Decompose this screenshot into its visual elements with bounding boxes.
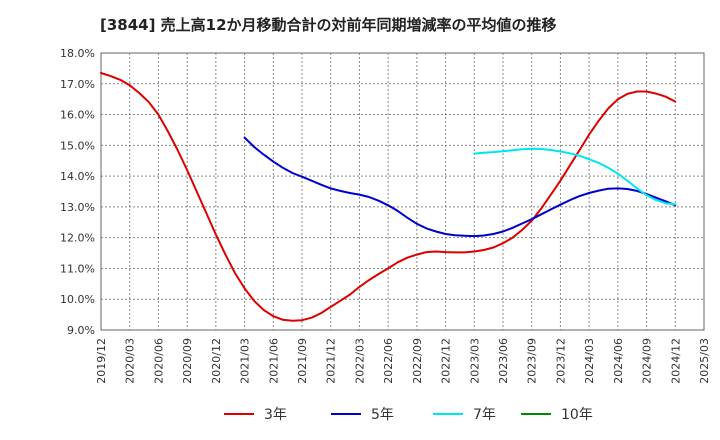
series-line-3 bbox=[473, 147, 677, 206]
x-tick-label: 2021/12 bbox=[325, 338, 338, 384]
x-tick-label: 2022/12 bbox=[440, 338, 453, 384]
series-line-1 bbox=[100, 72, 677, 322]
legend-label: 7年 bbox=[473, 407, 496, 423]
x-tick-label: 2023/03 bbox=[468, 338, 481, 384]
plot-area bbox=[101, 53, 704, 330]
plot-frame bbox=[100, 52, 705, 331]
x-tick-label: 2023/09 bbox=[526, 338, 539, 384]
legend-item: 5年 bbox=[331, 407, 394, 423]
legend-label: 5年 bbox=[371, 407, 394, 423]
x-tick-label: 2022/09 bbox=[411, 338, 424, 384]
y-tick-label: 10.0% bbox=[60, 293, 95, 306]
x-tick-label: 2024/06 bbox=[612, 338, 625, 384]
x-tick-label: 2022/06 bbox=[382, 338, 395, 384]
x-tick-label: 2021/09 bbox=[296, 338, 309, 384]
series-layer bbox=[100, 72, 677, 322]
axis-layer: 9.0% 10.0% 11.0% 12.0% 13.0% 14.0% 15.0% 16.0% 1… bbox=[60, 47, 711, 384]
x-tick-label: 2021/03 bbox=[239, 338, 252, 384]
legend-label: 10年 bbox=[561, 407, 593, 423]
y-tick-label: 11.0% bbox=[60, 262, 95, 275]
x-tick-label: 2022/03 bbox=[353, 338, 366, 384]
x-tick-label: 2021/06 bbox=[267, 338, 280, 384]
x-tick-label: 2020/03 bbox=[124, 338, 137, 384]
y-tick-label: 16.0% bbox=[60, 109, 95, 122]
grid-layer bbox=[100, 52, 705, 331]
y-tick-label: 9.0% bbox=[67, 324, 95, 337]
series-line-2 bbox=[243, 136, 677, 238]
y-tick-label: 12.0% bbox=[60, 232, 95, 245]
y-tick-label: 17.0% bbox=[60, 78, 95, 91]
chart-title: [3844] 売上高12か月移動合計の対前年同期増減率の平均値の推移 bbox=[100, 16, 557, 34]
x-tick-label: 2025/03 bbox=[698, 338, 711, 384]
x-tick-label: 2024/12 bbox=[669, 338, 682, 384]
legend-item: 7年 bbox=[433, 407, 496, 423]
x-tick-label: 2023/06 bbox=[497, 338, 510, 384]
legend-item: 10年 bbox=[521, 407, 593, 423]
y-tick-label: 13.0% bbox=[60, 201, 95, 214]
x-tick-label: 2023/12 bbox=[554, 338, 567, 384]
x-tick-label: 2024/09 bbox=[641, 338, 654, 384]
legend-label: 3年 bbox=[264, 407, 287, 423]
x-tick-label: 2019/12 bbox=[95, 338, 108, 384]
x-tick-label: 2020/06 bbox=[152, 338, 165, 384]
x-tick-label: 2024/03 bbox=[583, 338, 596, 384]
legend: 3年 5年 7年 10年 bbox=[224, 407, 593, 423]
legend-item: 3年 bbox=[224, 407, 287, 423]
y-tick-label: 15.0% bbox=[60, 139, 95, 152]
y-tick-label: 14.0% bbox=[60, 170, 95, 183]
x-tick-label: 2020/12 bbox=[210, 338, 223, 384]
y-tick-label: 18.0% bbox=[60, 47, 95, 60]
x-tick-label: 2020/09 bbox=[181, 338, 194, 384]
